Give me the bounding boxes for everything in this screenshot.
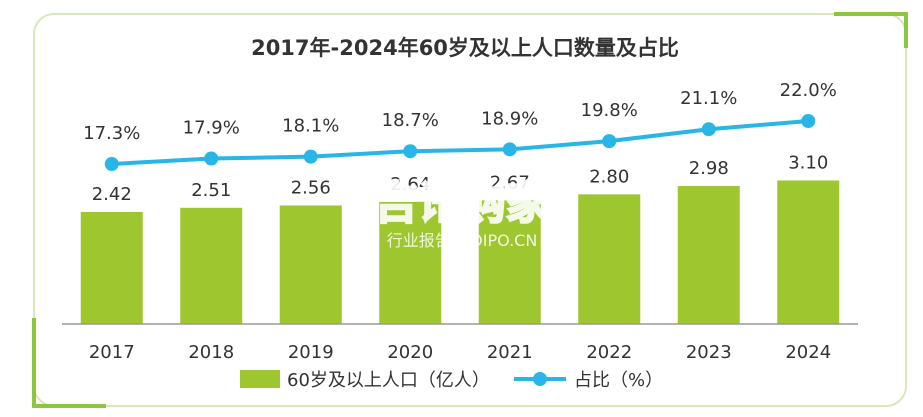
x-tick-label: 2018 [188, 342, 234, 363]
chart-title: 2017年-2024年60岁及以上人口数量及占比 [251, 36, 679, 60]
legend-bar-label: 60岁及以上人口（亿人） [287, 370, 490, 391]
bar-2024 [777, 180, 840, 324]
line-point-2017 [104, 157, 119, 171]
line-point-2018 [204, 151, 219, 166]
bar-2017 [80, 211, 143, 324]
ticks-layer: 2017 2018 2019 2020 2021 2022 2023 2024 [89, 342, 831, 363]
bar-2021 [478, 200, 541, 324]
x-tick-label: 2023 [686, 342, 732, 363]
legend: 60岁及以上人口（亿人） 占比（%） [240, 370, 663, 391]
percentage-label: 18.7% [382, 110, 439, 131]
bar-2019 [279, 205, 342, 324]
line-layer [104, 114, 816, 171]
percentage-label: 21.1% [680, 88, 737, 109]
bar-2018 [180, 207, 243, 324]
bar-value-label: 2.67 [490, 172, 530, 193]
percentage-label: 17.3% [83, 123, 140, 144]
legend-line-label: 占比（%） [574, 370, 663, 391]
frame-corner-bottom-left [32, 318, 106, 408]
bar-value-label: 2.42 [92, 184, 132, 205]
line-point-2023 [701, 122, 716, 137]
legend-line-marker [533, 372, 547, 386]
frame-corner-top-right [834, 12, 908, 48]
watermark: 吉讯购家 行业报告 IPOIPO.CN [373, 177, 551, 250]
x-tick-label: 2017 [89, 342, 135, 363]
line-point-2022 [602, 134, 617, 149]
bar-value-label: 2.51 [191, 180, 231, 201]
line-point-2019 [303, 149, 318, 164]
bars-layer [80, 180, 840, 324]
percentage-label: 18.9% [481, 108, 538, 129]
percentage-label: 22.0% [780, 80, 837, 101]
watermark-sub: 行业报告 IPOIPO.CN [387, 231, 538, 250]
line-point-2020 [403, 144, 418, 159]
labels-layer: 2.42 17.3% 2.51 17.9% 2.56 18.1% 2.64 18.7% 2.67… [83, 80, 837, 205]
bar-2020 [379, 201, 442, 324]
percentage-label: 18.1% [282, 116, 339, 137]
bar-value-label: 2.80 [589, 166, 629, 187]
percentage-label: 17.9% [183, 118, 240, 139]
x-tick-label: 2021 [487, 342, 533, 363]
x-tick-label: 2019 [288, 342, 334, 363]
bar-value-label: 2.98 [689, 158, 729, 179]
bar-2022 [578, 194, 641, 324]
percentage-line [111, 119, 809, 166]
x-tick-label: 2024 [785, 342, 831, 363]
line-point-2024 [801, 114, 816, 128]
legend-bar-swatch [240, 370, 280, 388]
x-tick-label: 2022 [586, 342, 632, 363]
x-tick-label: 2020 [387, 342, 433, 363]
watermark-main: 吉讯购家 [374, 178, 550, 229]
bar-value-label: 2.56 [291, 177, 331, 198]
percentage-label: 19.8% [581, 100, 638, 121]
bar-2023 [677, 186, 740, 324]
bar-value-label: 3.10 [788, 152, 828, 173]
chart-frame [33, 13, 907, 407]
line-point-2021 [502, 142, 517, 157]
bar-value-label: 2.64 [390, 174, 430, 195]
